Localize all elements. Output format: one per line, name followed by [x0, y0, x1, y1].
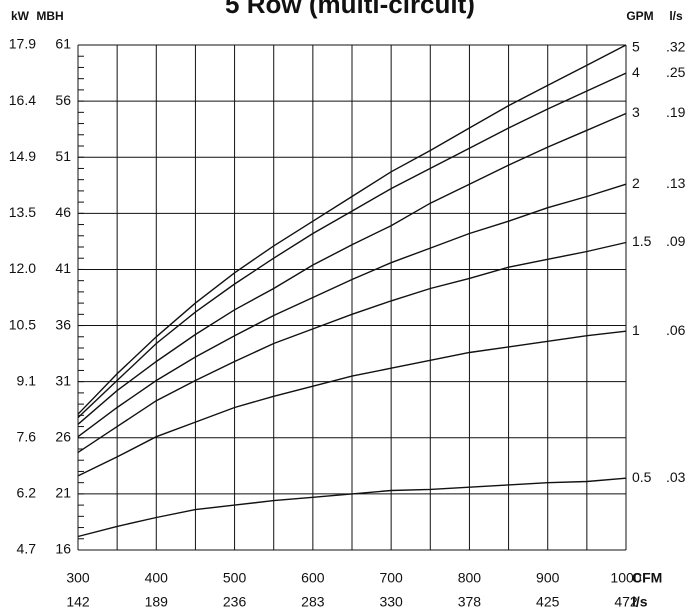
series-secondary-label: .13	[666, 175, 686, 191]
y-secondary-label: 4.7	[17, 541, 37, 557]
series-label: 1.5	[632, 233, 652, 249]
x-tick-label: 800	[458, 570, 482, 586]
series-line	[77, 183, 627, 438]
series-line	[77, 112, 627, 425]
y-tick-label: 61	[55, 36, 71, 52]
x-secondary-label: 472	[614, 594, 638, 610]
y-secondary-label: 10.5	[9, 316, 36, 332]
y-secondary-label: 12.0	[9, 260, 36, 276]
series-secondary-unit: l/s	[669, 9, 683, 23]
y-tick-label: 26	[55, 428, 71, 444]
x-secondary-label: 425	[536, 594, 560, 610]
y-secondary-unit: kW	[11, 9, 30, 23]
y-secondary-label: 9.1	[17, 372, 37, 388]
x-tick-label: 700	[379, 570, 403, 586]
x-secondary-label: 236	[223, 594, 247, 610]
y-tick-label: 51	[55, 148, 71, 164]
x-secondary-label: 283	[301, 594, 325, 610]
x-tick-label: 500	[223, 570, 247, 586]
series-secondary-label: .06	[666, 322, 686, 338]
x-secondary-label: 189	[145, 594, 169, 610]
series-line	[77, 44, 627, 415]
series-unit: GPM	[626, 9, 653, 23]
y-secondary-label: 14.9	[9, 148, 36, 164]
y-tick-label: 21	[55, 485, 71, 501]
y-tick-label: 31	[55, 372, 71, 388]
x-tick-label: 600	[301, 570, 325, 586]
series-secondary-label: .09	[666, 233, 686, 249]
y-secondary-label: 17.9	[9, 36, 36, 52]
y-secondary-label: 13.5	[9, 204, 36, 220]
y-tick-label: 56	[55, 92, 71, 108]
y-secondary-label: 6.2	[17, 485, 37, 501]
y-unit: MBH	[36, 9, 63, 23]
series-secondary-label: .03	[666, 469, 686, 485]
x-unit: CFM	[632, 570, 662, 586]
series-label: 3	[632, 104, 640, 120]
x-secondary-label: 330	[379, 594, 403, 610]
series-line	[77, 72, 627, 419]
x-secondary-label: 142	[66, 594, 90, 610]
y-tick-label: 16	[55, 541, 71, 557]
chart-title: 5 Row (multi-circuit)	[225, 0, 475, 19]
y-tick-label: 36	[55, 316, 71, 332]
series-label: 4	[632, 64, 640, 80]
series-line	[77, 477, 627, 538]
y-tick-label: 46	[55, 204, 71, 220]
x-tick-label: 1000	[610, 570, 641, 586]
series-label: 5	[632, 39, 640, 55]
series-secondary-label: .19	[666, 104, 686, 120]
x-tick-label: 900	[536, 570, 560, 586]
series-line	[77, 330, 627, 477]
series-secondary-label: .32	[666, 39, 686, 55]
y-secondary-label: 16.4	[9, 92, 36, 108]
y-secondary-label: 7.6	[17, 428, 37, 444]
y-tick-label: 41	[55, 260, 71, 276]
series-line	[77, 241, 627, 453]
x-secondary-unit: l/s	[632, 594, 648, 610]
x-tick-label: 300	[66, 570, 90, 586]
series-label: 1	[632, 322, 640, 338]
series-secondary-label: .25	[666, 64, 686, 80]
series-label: 2	[632, 175, 640, 191]
x-tick-label: 400	[145, 570, 169, 586]
x-secondary-label: 378	[458, 594, 482, 610]
series-label: 0.5	[632, 469, 652, 485]
